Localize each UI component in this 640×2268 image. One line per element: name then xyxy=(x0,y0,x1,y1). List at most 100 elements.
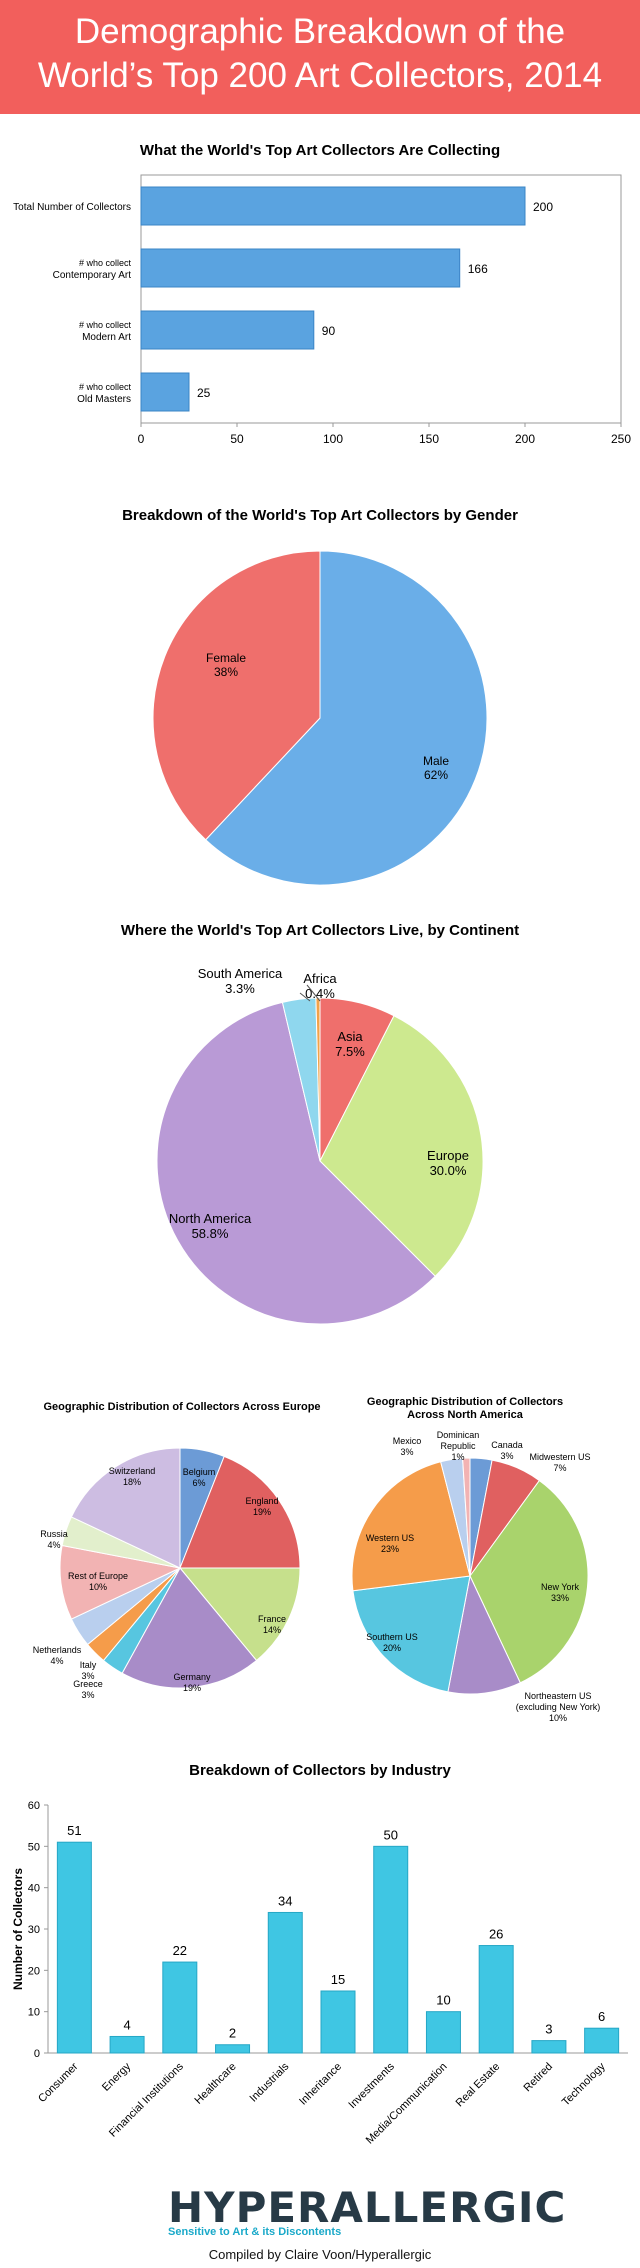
pie-slice xyxy=(59,1544,182,1620)
collecting-bar-chart: What the World's Top Art Collectors Are … xyxy=(13,142,631,446)
bar-value-label: 15 xyxy=(331,1972,345,1987)
slice-label: 62% xyxy=(424,768,448,782)
pie-slice xyxy=(121,1567,258,1689)
slice-label: 7% xyxy=(553,1463,566,1473)
pie-slice xyxy=(179,1455,301,1569)
continent-pie-chart: Where the World's Top Art Collectors Liv… xyxy=(121,922,519,1325)
pie-slice xyxy=(319,1015,484,1277)
bar xyxy=(109,2035,145,2054)
logo-tagline: Sensitive to Art & its Discontents xyxy=(168,2226,342,2238)
chart-title: Breakdown of Collectors by Industry xyxy=(189,1762,451,1779)
plot-frame xyxy=(140,174,622,424)
slice-label: Switzerland xyxy=(109,1466,156,1476)
bar xyxy=(140,372,190,412)
slice-label: Europe xyxy=(427,1148,469,1163)
pie-slice xyxy=(447,1574,521,1695)
slice-label: Germany xyxy=(173,1672,211,1682)
slice-label: Belgium xyxy=(183,1467,216,1477)
slice-label: Male xyxy=(423,754,449,768)
slice-label: 1% xyxy=(451,1452,464,1462)
chart-title: Breakdown of the World's Top Art Collect… xyxy=(122,507,518,524)
bar xyxy=(140,310,315,350)
category-label: Technology xyxy=(560,2060,608,2108)
header-title-line1: Demographic Breakdown of the xyxy=(74,12,566,51)
bar-value-label: 3 xyxy=(545,2022,552,2037)
bar xyxy=(531,2040,567,2054)
slice-label: Republic xyxy=(440,1441,476,1451)
slice-label: Dominican xyxy=(437,1430,480,1440)
bar xyxy=(140,248,461,288)
bar xyxy=(584,2027,620,2054)
slice-label: Female xyxy=(206,651,246,665)
slice-label: Canada xyxy=(491,1440,523,1450)
slice-label: 58.8% xyxy=(192,1226,229,1241)
slice-label: South America xyxy=(198,966,283,981)
label-leader-line xyxy=(299,992,311,1002)
hyperallergic-logo: HYPERALLERGIC Sensitive to Art & its Dis… xyxy=(168,2183,567,2239)
slice-label: New York xyxy=(541,1582,580,1592)
slice-label: France xyxy=(258,1614,286,1624)
slice-label: 3% xyxy=(81,1690,94,1700)
slice-label: Western US xyxy=(366,1533,414,1543)
y-tick-label: 30 xyxy=(28,1924,40,1936)
europe-pie-chart: Geographic Distribution of Collectors Ac… xyxy=(33,1401,321,1700)
bar xyxy=(162,1961,198,2054)
category-label: Real Estate xyxy=(454,2061,503,2110)
slice-label: 14% xyxy=(263,1625,281,1635)
label-leader-line xyxy=(306,984,321,1002)
slice-label: North America xyxy=(169,1211,252,1226)
gender-pie-chart: Breakdown of the World's Top Art Collect… xyxy=(122,507,518,886)
slice-label: (excluding New York) xyxy=(516,1702,601,1712)
slice-label: Netherlands xyxy=(33,1645,82,1655)
bar-value-label: 25 xyxy=(197,386,211,400)
x-tick-label: 200 xyxy=(515,432,535,446)
x-tick-label: 50 xyxy=(230,432,244,446)
bar xyxy=(373,1845,409,2054)
y-tick-label: 40 xyxy=(28,1883,40,1895)
category-label: Old Masters xyxy=(77,394,131,405)
y-axis-label: Number of Collectors xyxy=(11,1868,25,1990)
bar xyxy=(56,1841,92,2054)
x-tick-label: 100 xyxy=(323,432,343,446)
bar-value-label: 4 xyxy=(123,2017,130,2032)
bar-value-label: 34 xyxy=(278,1893,292,1908)
slice-label: 20% xyxy=(383,1643,401,1653)
category-label: Energy xyxy=(100,2060,133,2093)
slice-label: Northeastern US xyxy=(524,1691,591,1701)
category-label: Retired xyxy=(521,2061,555,2095)
slice-label: Asia xyxy=(337,1029,363,1044)
bar xyxy=(140,186,526,226)
bar xyxy=(215,2044,251,2054)
category-label: Healthcare xyxy=(193,2061,239,2107)
x-tick-label: 150 xyxy=(419,432,439,446)
logo-wordmark: HYPERALLERGIC xyxy=(168,2183,567,2232)
y-tick-label: 60 xyxy=(28,1800,40,1812)
bar-value-label: 26 xyxy=(489,1927,503,1942)
category-label: Investments xyxy=(346,2060,397,2111)
slice-label: Southern US xyxy=(366,1632,418,1642)
slice-label: 38% xyxy=(214,665,238,679)
slice-label: 6% xyxy=(192,1478,205,1488)
slice-label: 4% xyxy=(50,1656,63,1666)
slice-label: Rest of Europe xyxy=(68,1571,128,1581)
category-label: # who collect xyxy=(79,382,132,392)
category-label: Consumer xyxy=(36,2060,81,2105)
slice-label: 3% xyxy=(81,1671,94,1681)
bar-value-label: 90 xyxy=(322,324,336,338)
slice-label: 0.4% xyxy=(305,986,335,1001)
slice-label: England xyxy=(245,1496,278,1506)
x-tick-label: 0 xyxy=(138,432,145,446)
y-tick-label: 0 xyxy=(34,2048,40,2060)
bar-value-label: 22 xyxy=(173,1943,187,1958)
bar-value-label: 10 xyxy=(436,1993,450,2008)
slice-label: 19% xyxy=(183,1683,201,1693)
category-label: Industrials xyxy=(247,2060,291,2104)
bar-value-label: 166 xyxy=(468,262,488,276)
slice-label: Across North America xyxy=(407,1409,524,1421)
pie-slice xyxy=(152,550,321,841)
bar-value-label: 2 xyxy=(229,2026,236,2041)
slice-label: Mexico xyxy=(393,1436,422,1446)
pie-slice xyxy=(178,1567,301,1662)
slice-label: 30.0% xyxy=(430,1163,467,1178)
chart-title: Where the World's Top Art Collectors Liv… xyxy=(121,922,519,939)
